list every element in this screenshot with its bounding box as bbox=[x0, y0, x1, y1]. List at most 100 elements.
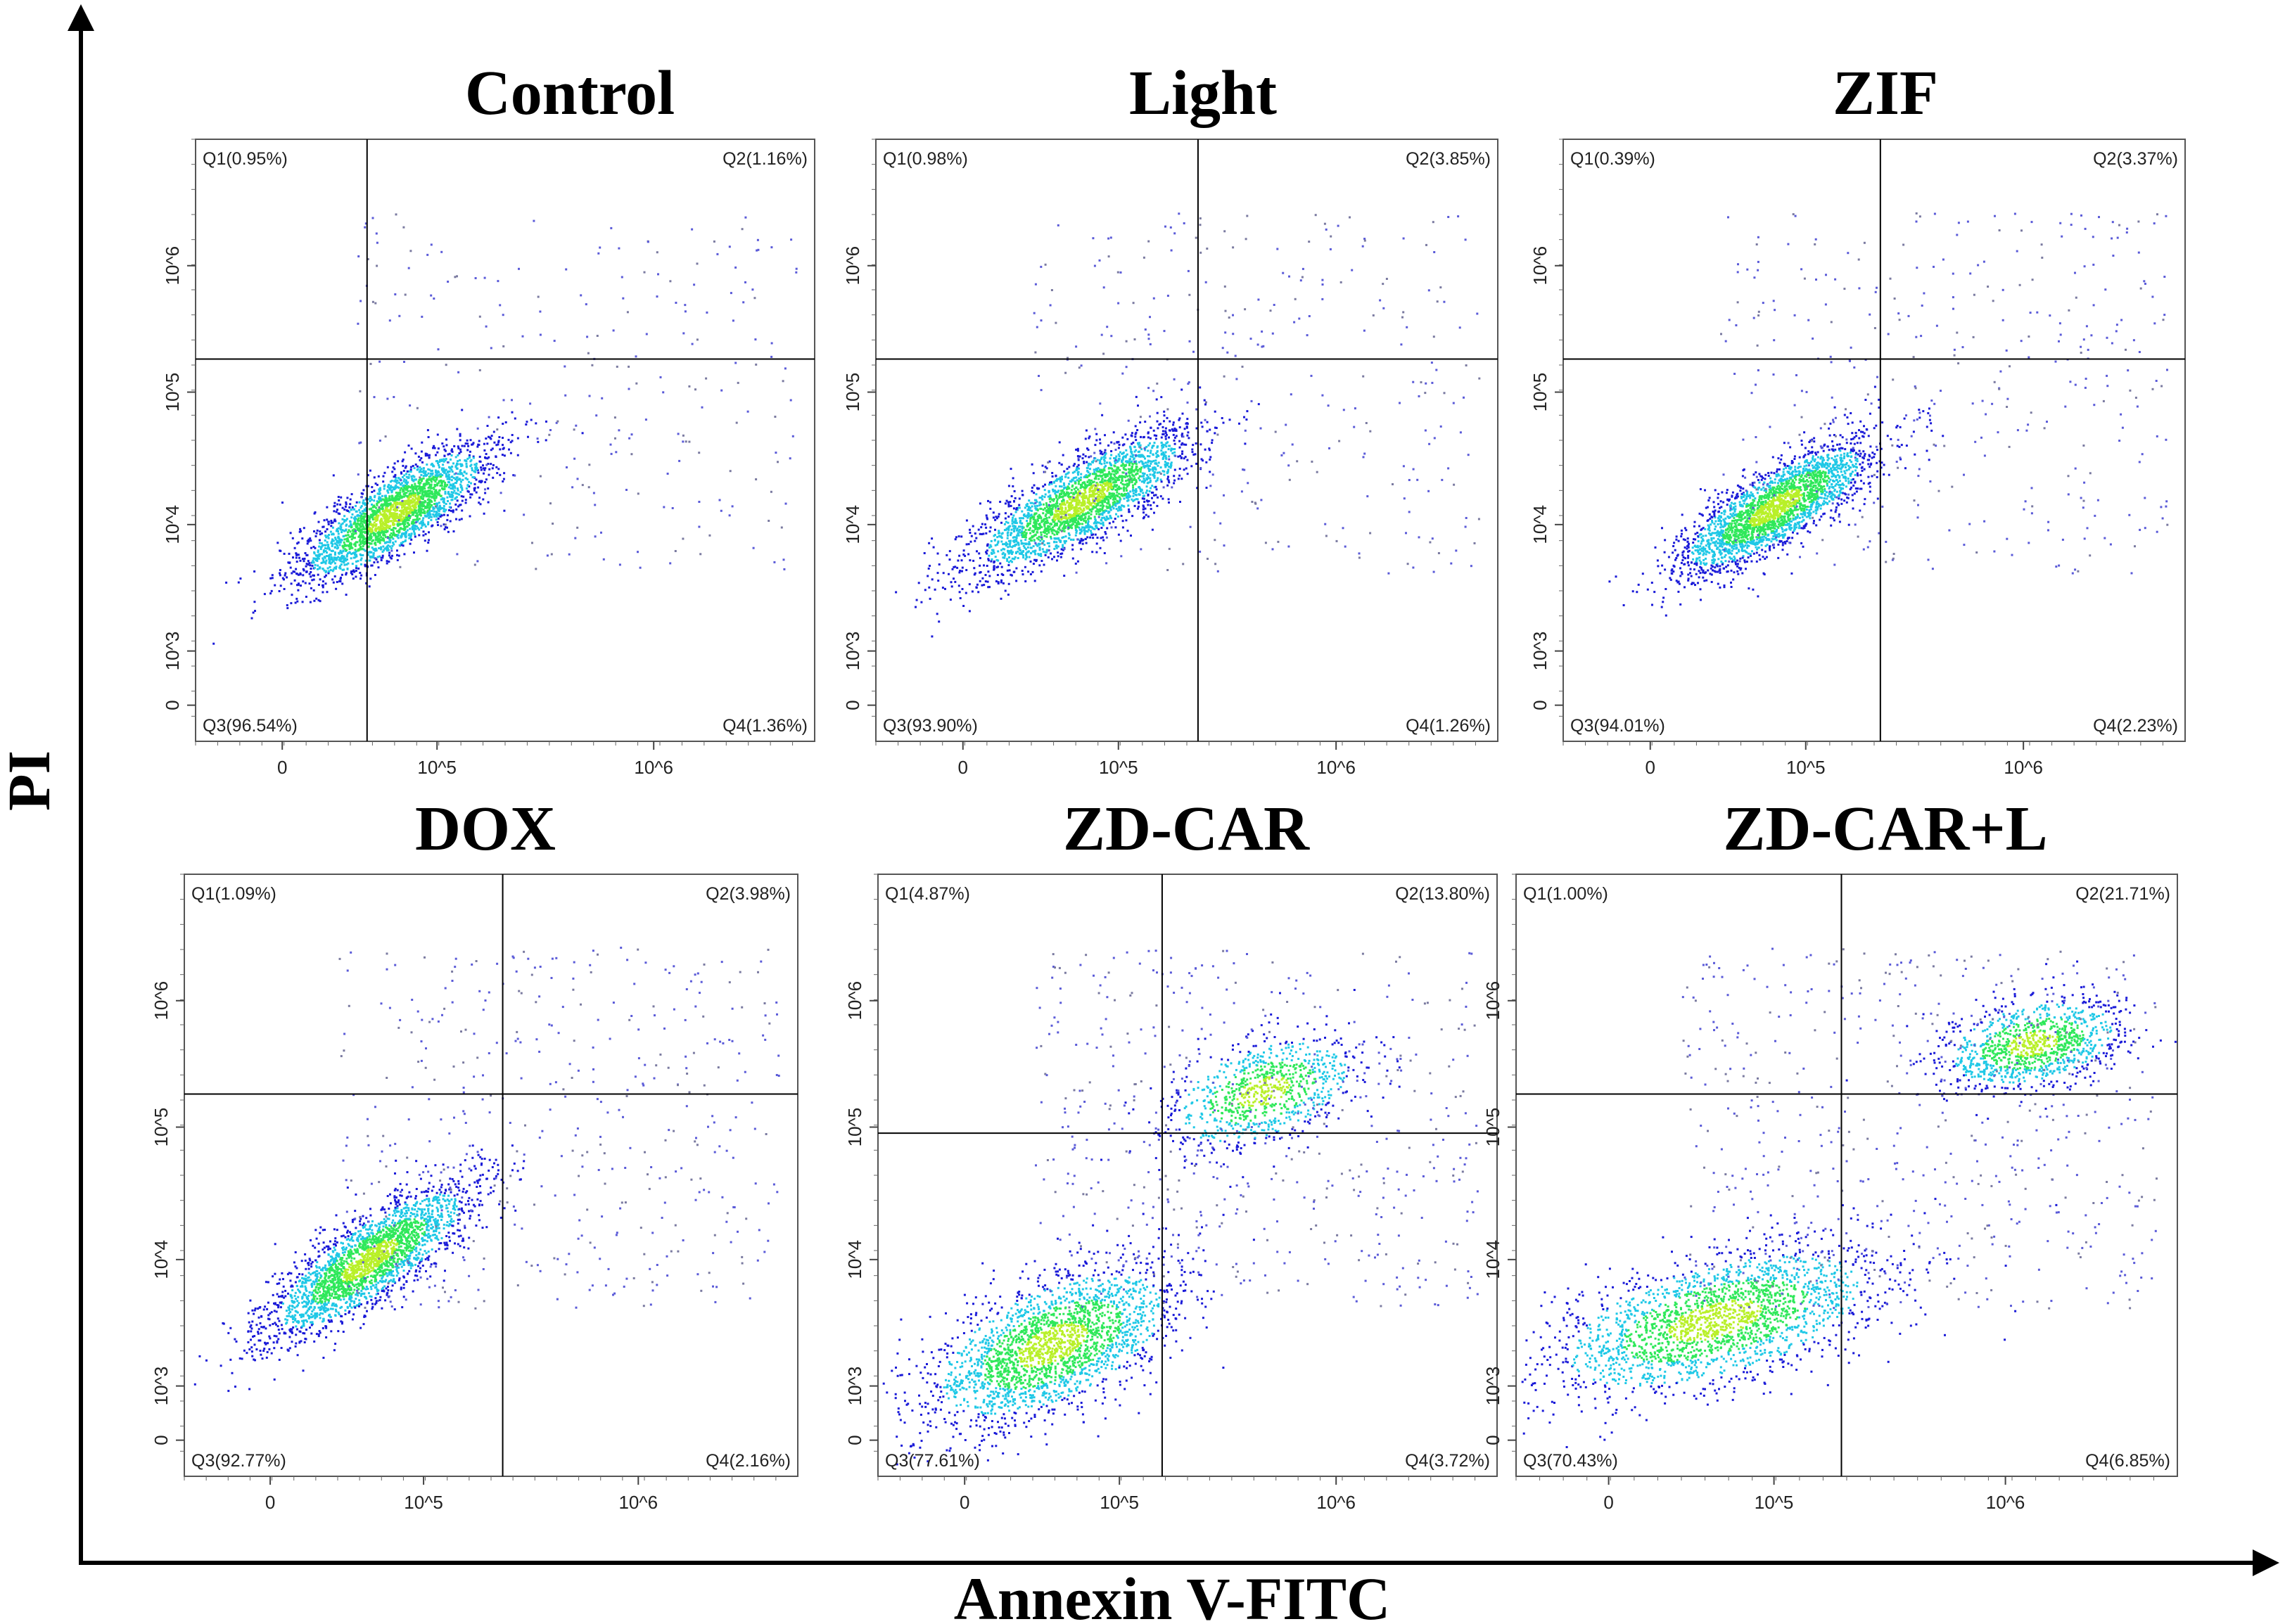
event-dot bbox=[382, 513, 385, 516]
event-dot bbox=[295, 556, 298, 559]
event-dot bbox=[361, 528, 364, 530]
event-dot bbox=[496, 472, 499, 475]
event-dot bbox=[397, 531, 400, 534]
event-dot bbox=[995, 517, 998, 520]
event-dot bbox=[610, 226, 613, 229]
event-dot bbox=[317, 584, 320, 586]
event-dot bbox=[359, 506, 362, 509]
event-dot bbox=[445, 503, 447, 505]
event-dot bbox=[485, 453, 488, 455]
event-dot bbox=[535, 422, 537, 425]
event-dot bbox=[643, 271, 646, 274]
event-dot bbox=[511, 440, 514, 442]
event-dot bbox=[1202, 459, 1204, 462]
event-dot bbox=[345, 549, 348, 551]
event-dot bbox=[1038, 504, 1041, 506]
event-dot bbox=[455, 496, 458, 499]
event-dot bbox=[1022, 556, 1025, 559]
event-dot bbox=[1100, 490, 1103, 492]
event-dot bbox=[1007, 594, 1010, 596]
event-dot bbox=[468, 485, 471, 488]
event-dot bbox=[1088, 437, 1090, 440]
event-dot bbox=[374, 494, 376, 497]
event-dot bbox=[1038, 523, 1041, 525]
event-dot bbox=[1078, 477, 1081, 480]
event-dot bbox=[399, 565, 402, 568]
event-dot bbox=[346, 539, 349, 542]
event-dot bbox=[948, 573, 950, 575]
event-dot bbox=[438, 513, 440, 516]
event-dot bbox=[1085, 429, 1088, 432]
event-dot bbox=[440, 525, 443, 528]
event-dot bbox=[454, 487, 457, 490]
event-dot bbox=[367, 528, 370, 530]
event-dot bbox=[1064, 542, 1067, 544]
event-dot bbox=[1144, 507, 1147, 510]
event-dot bbox=[1088, 497, 1090, 500]
event-dot bbox=[409, 496, 412, 499]
event-dot bbox=[434, 474, 437, 477]
event-dot bbox=[394, 293, 397, 295]
event-dot bbox=[1040, 533, 1043, 536]
event-dot bbox=[1097, 470, 1100, 473]
event-dot bbox=[1012, 551, 1014, 554]
event-dot bbox=[330, 520, 333, 522]
event-dot bbox=[414, 492, 416, 494]
event-dot bbox=[973, 567, 976, 570]
event-dot bbox=[1131, 442, 1133, 445]
event-dot bbox=[305, 570, 308, 573]
event-dot bbox=[388, 561, 390, 563]
event-dot bbox=[1092, 533, 1095, 536]
event-dot bbox=[430, 480, 433, 483]
event-dot bbox=[405, 481, 407, 484]
event-dot bbox=[468, 454, 471, 456]
event-dot bbox=[339, 541, 342, 544]
event-dot bbox=[637, 492, 639, 495]
event-dot bbox=[1153, 476, 1156, 479]
event-dot bbox=[476, 468, 478, 471]
event-dot bbox=[337, 527, 340, 530]
event-dot bbox=[339, 565, 342, 568]
event-dot bbox=[421, 493, 424, 496]
event-dot bbox=[400, 527, 402, 530]
event-dot bbox=[594, 535, 597, 538]
event-dot bbox=[969, 540, 972, 543]
event-dot bbox=[349, 498, 352, 501]
event-dot bbox=[390, 512, 393, 515]
event-dot bbox=[343, 538, 346, 541]
event-dot bbox=[1005, 544, 1007, 547]
event-dot bbox=[1124, 494, 1127, 497]
event-dot bbox=[996, 536, 999, 539]
event-dot bbox=[459, 439, 462, 442]
event-dot bbox=[445, 473, 447, 475]
event-dot bbox=[348, 551, 351, 554]
event-dot bbox=[397, 481, 400, 484]
event-dot bbox=[486, 425, 489, 427]
event-dot bbox=[957, 559, 960, 562]
event-dot bbox=[1097, 495, 1100, 498]
event-dot bbox=[358, 514, 361, 517]
event-dot bbox=[1131, 490, 1134, 492]
event-dot bbox=[469, 515, 471, 518]
event-dot bbox=[1083, 489, 1086, 492]
event-dot bbox=[1073, 506, 1076, 509]
event-dot bbox=[1069, 520, 1071, 523]
event-dot bbox=[1139, 455, 1142, 458]
event-dot bbox=[1142, 478, 1145, 480]
event-dot bbox=[355, 555, 358, 558]
event-dot bbox=[367, 516, 370, 518]
event-dot bbox=[281, 577, 284, 580]
event-dot bbox=[795, 271, 798, 274]
event-dot bbox=[356, 528, 359, 531]
event-dot bbox=[449, 495, 451, 498]
event-dot bbox=[454, 492, 457, 494]
event-dot bbox=[1118, 478, 1121, 481]
event-dot bbox=[1101, 453, 1104, 456]
event-dot bbox=[1126, 482, 1128, 485]
event-dot bbox=[364, 564, 367, 567]
event-dot bbox=[383, 527, 386, 530]
event-dot bbox=[1051, 518, 1054, 521]
event-dot bbox=[1074, 482, 1077, 484]
event-dot bbox=[362, 545, 364, 548]
event-dot bbox=[352, 552, 355, 555]
